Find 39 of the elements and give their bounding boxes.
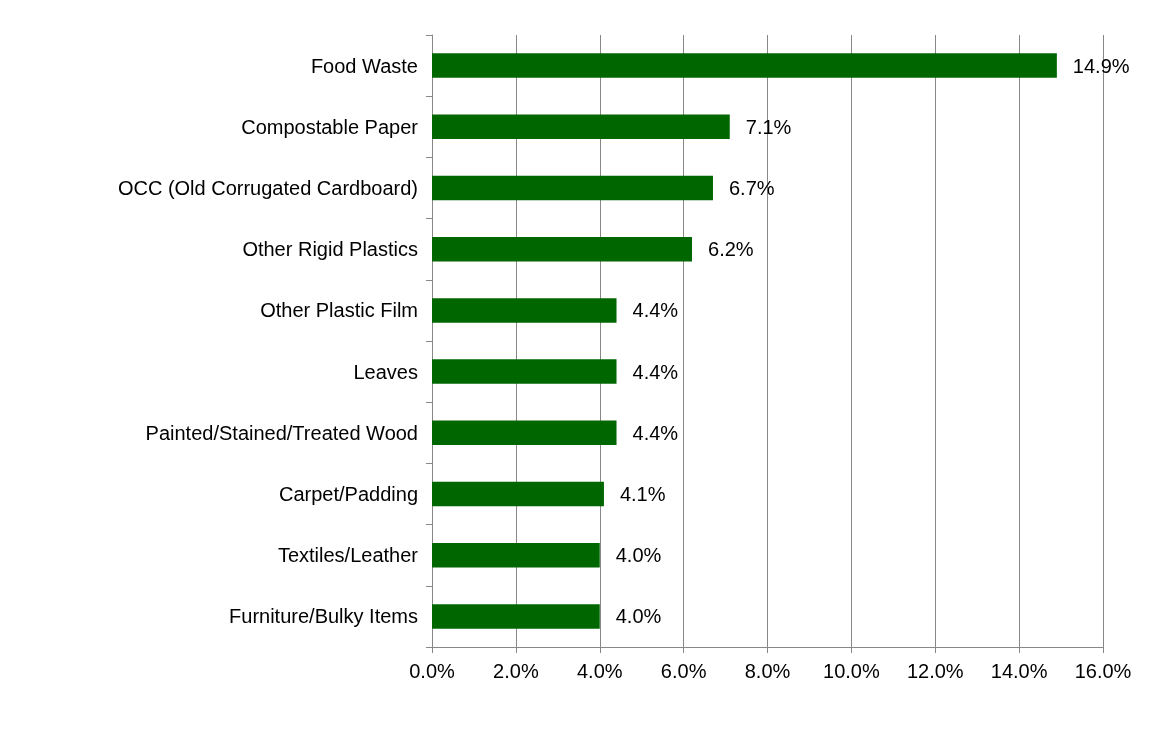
bar <box>432 298 617 323</box>
x-tick-label: 8.0% <box>744 660 791 682</box>
data-label: 7.1% <box>745 115 792 138</box>
x-tick-label: 14.0% <box>990 660 1048 682</box>
y-tick-label: OCC (Old Corrugated Cardboard) <box>117 177 418 199</box>
data-label: 4.4% <box>632 299 679 322</box>
data-label: 4.4% <box>632 421 679 444</box>
data-label: 4.1% <box>619 483 666 505</box>
data-label: 4.0% <box>615 605 662 628</box>
data-label: 4.4% <box>632 360 679 383</box>
x-tick-label: 6.0% <box>660 660 707 682</box>
data-label: 14.9% <box>1072 54 1130 77</box>
bar <box>432 359 617 384</box>
bar <box>432 53 1057 78</box>
bar <box>432 175 713 201</box>
y-tick-label: Painted/Stained/Treated Wood <box>145 421 418 444</box>
x-tick-label: 16.0% <box>1074 660 1132 682</box>
y-tick-label: Other Rigid Plastics <box>242 238 418 261</box>
bar <box>432 236 693 262</box>
bar <box>432 114 730 140</box>
y-tick-label: Furniture/Bulky Items <box>229 605 418 628</box>
y-tick-label: Compostable Paper <box>241 115 419 138</box>
x-tick-label: 4.0% <box>576 660 623 682</box>
y-tick-label: Food Waste <box>310 54 418 77</box>
data-label: 6.2% <box>708 238 754 261</box>
y-tick-label: Leaves <box>353 360 418 383</box>
x-tick-label: 12.0% <box>906 660 964 682</box>
bar <box>432 481 604 507</box>
y-tick-label: Carpet/Padding <box>279 483 418 505</box>
x-tick-label: 0.0% <box>409 660 456 682</box>
y-tick-label: Textiles/Leather <box>277 544 419 567</box>
x-tick-label: 10.0% <box>823 660 880 682</box>
bar <box>432 420 617 446</box>
x-tick-label: 2.0% <box>493 660 539 682</box>
bar <box>432 604 600 629</box>
bar <box>432 542 600 568</box>
data-label: 6.7% <box>728 177 775 199</box>
data-label: 4.0% <box>615 544 662 567</box>
y-tick-label: Other Plastic Film <box>260 299 418 322</box>
